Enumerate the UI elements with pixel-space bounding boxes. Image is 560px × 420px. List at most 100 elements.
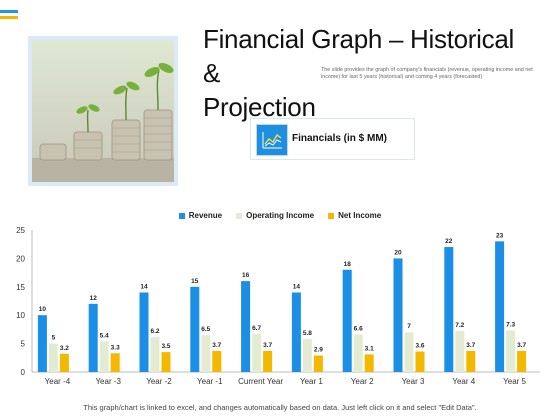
x-tick-label: Current Year	[238, 377, 283, 386]
data-label-operating-income: 6.2	[150, 328, 159, 335]
financials-label: Financials (in $ MM)	[292, 133, 388, 144]
y-tick-label: 10	[16, 311, 25, 320]
corner-accent	[0, 10, 18, 22]
y-tick-label: 20	[16, 254, 25, 263]
bar-net-income	[415, 351, 425, 372]
x-tick-label: Year 2	[351, 377, 374, 386]
bar-net-income	[466, 350, 476, 372]
x-tick-label: Year 1	[300, 377, 323, 386]
data-label-operating-income: 5.4	[100, 332, 109, 339]
page-title-line2: Projection	[203, 92, 316, 122]
bar-revenue	[342, 269, 352, 372]
data-label-operating-income: 5.8	[303, 330, 312, 337]
x-tick-label: Year -1	[197, 377, 223, 386]
data-label-operating-income: 7.2	[455, 322, 464, 329]
data-label-net-income: 3.2	[60, 345, 69, 352]
data-label-revenue: 12	[90, 295, 98, 302]
x-tick-label: Year -3	[95, 377, 121, 386]
legend-swatch-net-income	[328, 212, 335, 219]
bar-revenue	[190, 286, 200, 372]
data-label-operating-income: 6.5	[201, 326, 210, 333]
data-label-revenue: 20	[394, 249, 402, 256]
bar-net-income	[212, 350, 222, 372]
legend-item-operating-income: Operating Income	[236, 211, 314, 220]
y-tick-label: 15	[16, 283, 25, 292]
bar-operating-income	[99, 341, 109, 372]
data-label-net-income: 3.3	[111, 344, 120, 351]
data-label-operating-income: 5	[52, 335, 56, 342]
data-label-revenue: 14	[293, 283, 301, 290]
bar-operating-income	[404, 332, 414, 372]
data-label-net-income: 3.7	[263, 342, 272, 349]
financials-box	[250, 118, 415, 160]
data-label-net-income: 3.7	[466, 342, 475, 349]
bar-net-income	[364, 354, 374, 372]
chart-legend: Revenue Operating Income Net Income	[0, 211, 560, 220]
y-tick-label: 0	[21, 368, 26, 377]
data-label-net-income: 2.9	[314, 347, 323, 354]
y-tick-label: 25	[16, 226, 25, 235]
data-label-revenue: 16	[242, 272, 250, 279]
x-tick-label: Year -2	[146, 377, 172, 386]
legend-swatch-revenue	[178, 212, 185, 219]
bar-net-income	[313, 355, 323, 372]
data-label-net-income: 3.1	[365, 345, 374, 352]
x-tick-label: Year 5	[503, 377, 526, 386]
bar-net-income	[161, 352, 171, 372]
data-label-revenue: 14	[140, 283, 148, 290]
bar-revenue	[241, 281, 251, 372]
coins-plant-photo	[28, 36, 178, 186]
bar-net-income	[110, 353, 120, 372]
bar-revenue	[393, 258, 403, 372]
legend-label-net-income: Net Income	[338, 211, 382, 220]
page-subtitle: The slide provides the graph of company'…	[321, 67, 533, 80]
data-label-net-income: 3.5	[161, 343, 170, 350]
legend-label-revenue: Revenue	[188, 211, 223, 220]
data-label-revenue: 22	[445, 238, 453, 245]
bar-revenue	[37, 315, 47, 372]
bar-operating-income	[455, 331, 465, 372]
corner-accent-yellow	[0, 16, 18, 19]
bar-net-income	[263, 350, 273, 372]
bar-operating-income	[150, 336, 160, 372]
legend-item-revenue: Revenue	[178, 211, 223, 220]
page-title: Financial Graph – Historical & Projectio…	[203, 22, 533, 124]
y-tick-label: 5	[21, 340, 26, 349]
bar-net-income	[59, 353, 69, 372]
bar-operating-income	[48, 343, 58, 372]
bar-operating-income	[353, 334, 363, 372]
data-label-operating-income: 6.6	[354, 326, 363, 333]
page-title-line1: Financial Graph – Historical &	[203, 24, 514, 88]
data-label-revenue: 10	[39, 306, 47, 313]
data-label-net-income: 3.7	[212, 342, 221, 349]
line-chart-icon-graphic	[262, 132, 282, 149]
coins-plant-illustration	[32, 40, 174, 182]
bar-net-income	[517, 350, 527, 372]
data-label-operating-income: 6.7	[252, 325, 261, 332]
data-label-operating-income: 7.3	[506, 322, 515, 329]
x-tick-label: Year -4	[45, 377, 71, 386]
data-label-revenue: 18	[344, 261, 352, 268]
bar-revenue	[139, 292, 149, 372]
bar-revenue	[495, 241, 505, 372]
line-chart-icon	[256, 124, 288, 156]
bar-operating-income	[201, 335, 211, 372]
legend-item-net-income: Net Income	[328, 211, 381, 220]
footer-note: This graph/chart is linked to excel, and…	[83, 403, 477, 412]
data-label-revenue: 23	[496, 232, 504, 239]
data-label-net-income: 3.7	[517, 342, 526, 349]
bar-revenue	[88, 303, 98, 372]
bar-operating-income	[252, 333, 262, 372]
data-label-net-income: 3.6	[415, 343, 424, 350]
bar-operating-income	[506, 330, 516, 372]
data-label-revenue: 15	[191, 278, 199, 285]
data-label-operating-income: 7	[407, 323, 411, 330]
corner-accent-blue	[0, 10, 18, 13]
bar-revenue	[444, 247, 454, 372]
x-tick-label: Year 3	[402, 377, 425, 386]
bar-operating-income	[302, 339, 312, 372]
legend-swatch-operating-income	[236, 212, 243, 219]
legend-label-operating-income: Operating Income	[246, 211, 315, 220]
bar-revenue	[291, 292, 301, 372]
x-tick-label: Year 4	[452, 377, 475, 386]
